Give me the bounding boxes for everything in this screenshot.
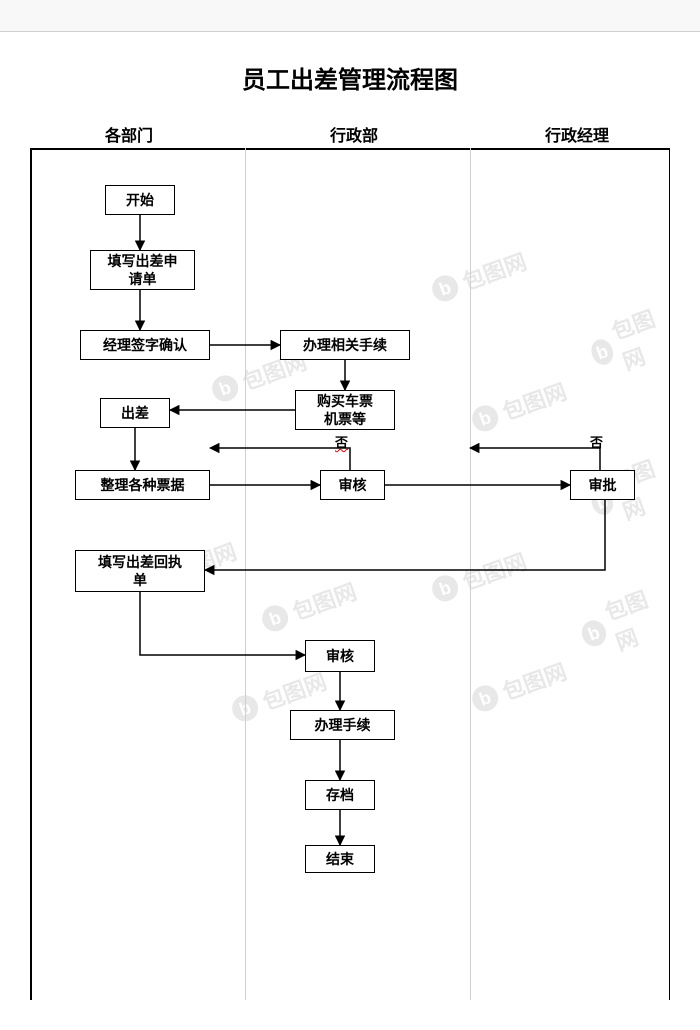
swimlane-canvas: b包图网b包图网b包图网b包图网b包图网b包图网b包图网b包图网b包图网b包图网…: [30, 130, 670, 1000]
edge-approve-receipt2: [205, 500, 605, 570]
node-approve: 审批: [570, 470, 635, 500]
header-underline: [30, 148, 670, 150]
lane-header-dept: 各部门: [105, 122, 153, 146]
lane-separator-0: [245, 148, 246, 1000]
node-end: 结束: [305, 845, 375, 873]
watermark: b包图网: [572, 577, 678, 668]
node-trip: 出差: [100, 398, 170, 428]
node-review2: 审核: [305, 640, 375, 672]
node-archive: 存档: [305, 780, 375, 810]
edge-label-review1-receipts: 否: [335, 432, 348, 451]
node-receipt2: 填写出差回执 单: [75, 550, 205, 592]
watermark: b包图网: [427, 244, 530, 308]
lane-header-mgr: 行政经理: [545, 122, 609, 146]
node-start: 开始: [105, 185, 175, 215]
node-review1: 审核: [320, 470, 385, 500]
node-buy: 购买车票 机票等: [295, 390, 395, 430]
node-mgr_sign: 经理签字确认: [80, 330, 210, 360]
app-toolbar: [0, 0, 700, 32]
node-receipts: 整理各种票据: [75, 470, 210, 500]
page: 员工出差管理流程图 b包图网b包图网b包图网b包图网b包图网b包图网b包图网b包…: [0, 0, 700, 1030]
watermark: b包图网: [467, 654, 570, 718]
edge-approve-review1: [470, 448, 600, 470]
lane-border-left: [30, 148, 32, 1000]
watermark: b包图网: [467, 374, 570, 438]
edge-label-approve-review1: 否: [590, 432, 603, 451]
edge-review1-receipts: [210, 448, 350, 470]
edge-receipt2-review2: [140, 592, 305, 655]
watermark: b包图网: [427, 544, 530, 608]
lane-header-admin: 行政部: [330, 122, 378, 146]
node-apply: 填写出差申 请单: [90, 250, 195, 290]
watermark: b包图网: [581, 298, 678, 386]
diagram-title: 员工出差管理流程图: [0, 60, 700, 95]
lane-separator-1: [470, 148, 471, 1000]
node-proc2: 办理手续: [290, 710, 395, 740]
node-proc: 办理相关手续: [280, 330, 410, 360]
lane-border-right: [669, 148, 671, 1000]
watermark: b包图网: [257, 574, 360, 638]
